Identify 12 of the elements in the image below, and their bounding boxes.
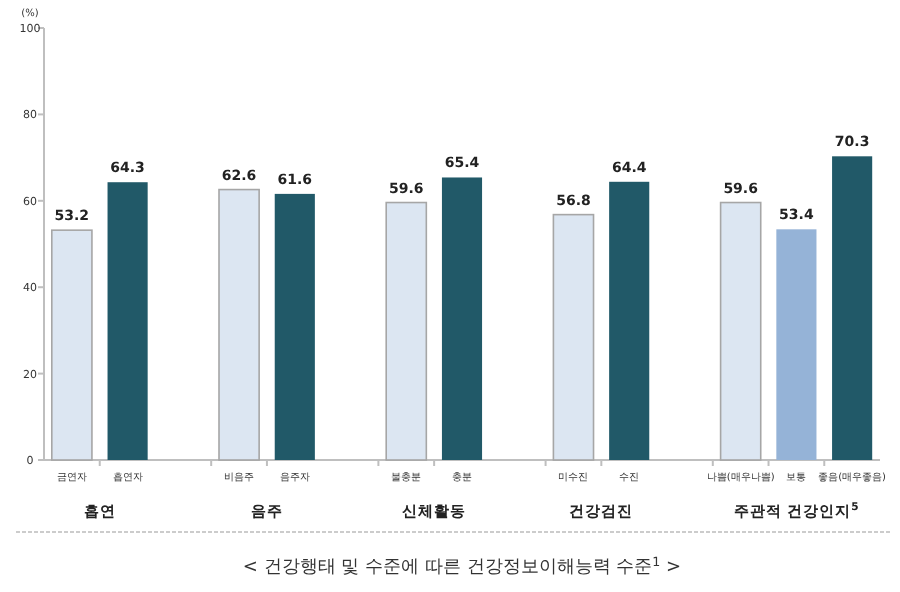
- bar: [274, 193, 315, 460]
- bar: [832, 156, 873, 460]
- bar: [441, 177, 483, 460]
- bar: [385, 201, 428, 461]
- bar: [51, 229, 93, 461]
- bar: [107, 182, 148, 460]
- bar: [719, 201, 762, 461]
- bar: [609, 181, 650, 460]
- bar: [218, 188, 260, 461]
- text: < 건강행태 및 수준에 따른 건강정보이해능력 수준$^{1}$ >: [242, 555, 682, 578]
- bar: [776, 229, 817, 460]
- bar: [552, 213, 595, 461]
